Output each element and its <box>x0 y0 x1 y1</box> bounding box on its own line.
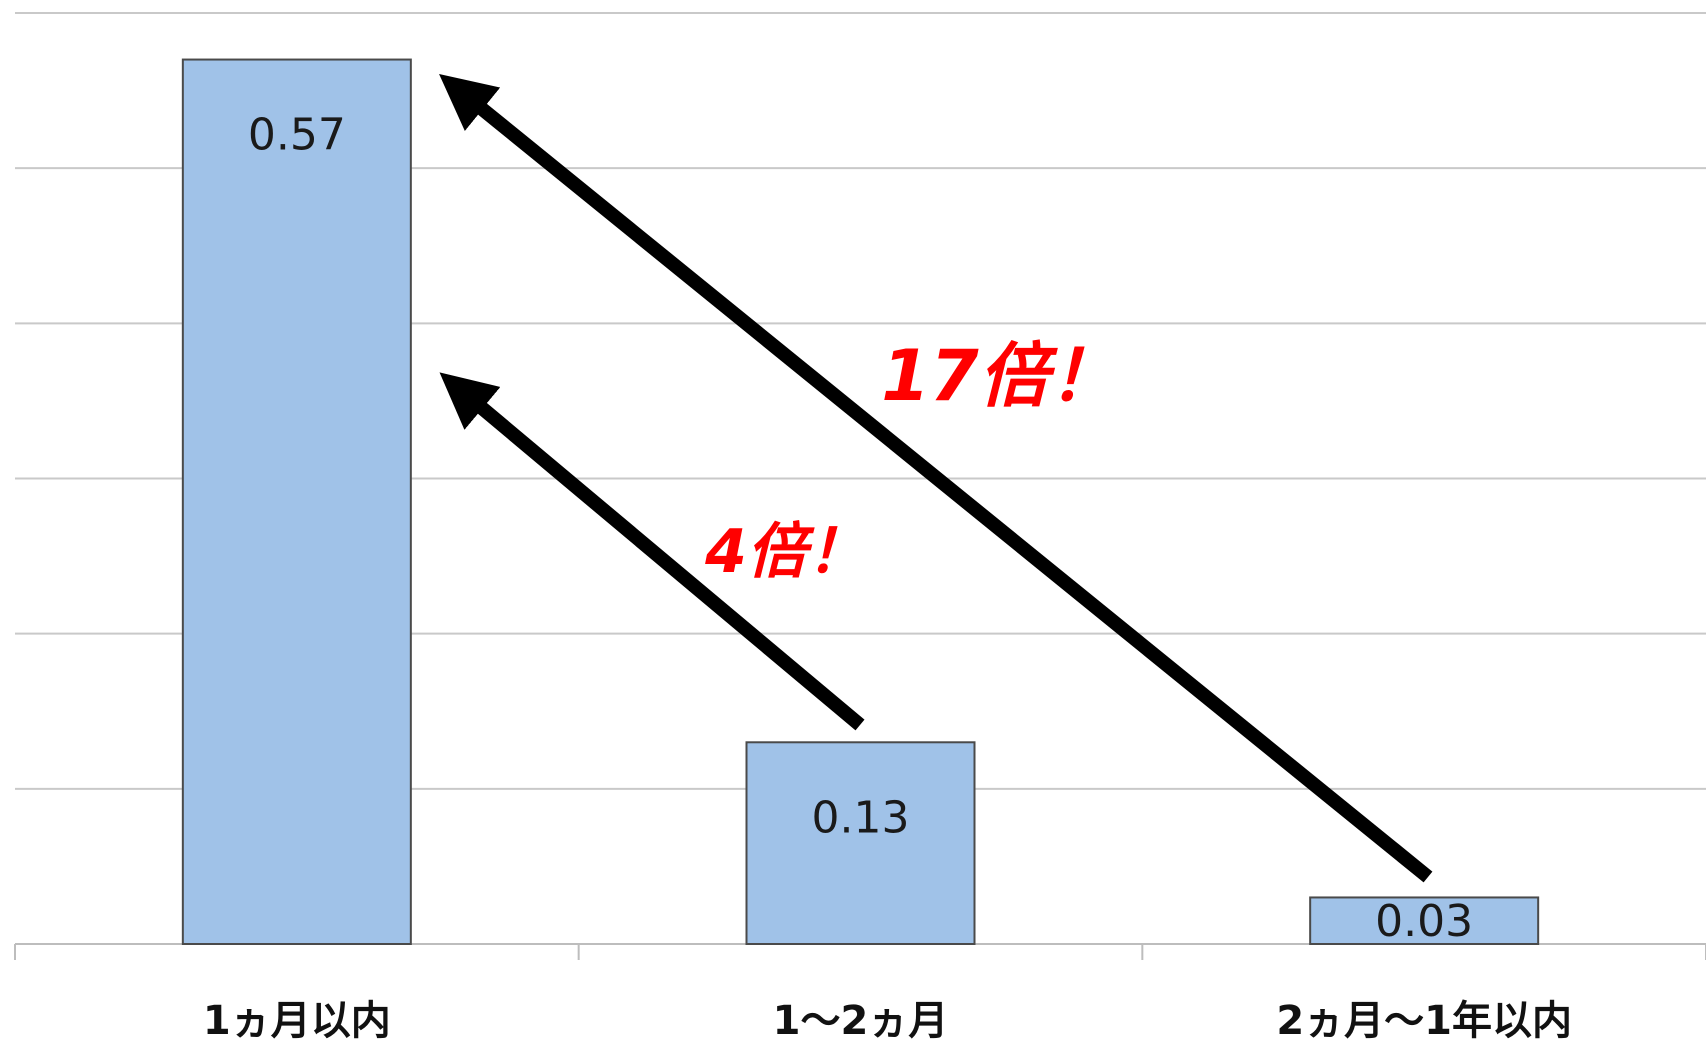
annotation-0: 17倍！ <box>881 335 1118 417</box>
arrow-1 <box>439 372 865 731</box>
comparison-arrows <box>439 73 1433 883</box>
bars <box>181 58 1540 946</box>
bar-1 <box>745 741 976 945</box>
bar-2 <box>1309 896 1540 946</box>
arrow-0 <box>439 73 1433 883</box>
bar-0 <box>181 58 412 946</box>
annotation-1: 4倍！ <box>704 517 867 587</box>
x-tick-label-2: 2ヵ月〜1年以内 <box>1276 998 1572 1041</box>
data-label-1: 0.13 <box>812 792 910 843</box>
x-tick-label-0: 1ヵ月以内 <box>203 998 391 1041</box>
data-label-2: 0.03 <box>1375 896 1473 947</box>
labels: 0.57 1ヵ月以内 0.13 1〜2ヵ月 0.03 2ヵ月〜1年以内 17倍！ 4倍！ <box>203 110 1572 1041</box>
x-tick-label-1: 1〜2ヵ月 <box>773 998 949 1041</box>
data-label-0: 0.57 <box>248 110 346 161</box>
